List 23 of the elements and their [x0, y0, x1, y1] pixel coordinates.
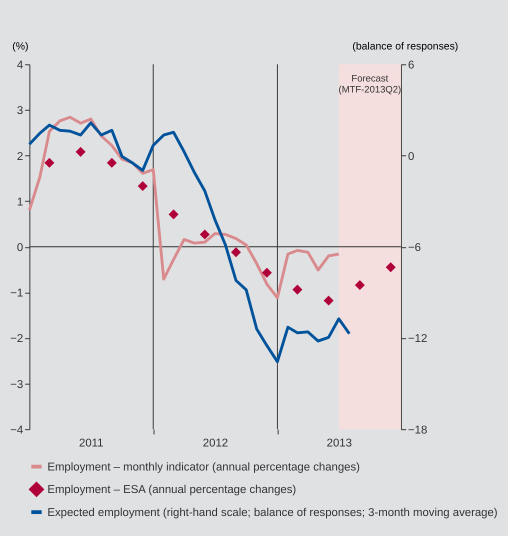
- y-tick-label: −1: [10, 288, 24, 300]
- y2-tick-label: 6: [408, 60, 414, 72]
- y-axis-title: (%): [12, 42, 28, 53]
- y2-axis-title: (balance of responses): [352, 42, 458, 53]
- y-tick-label: 3: [16, 105, 24, 118]
- y-tick-label: −4: [10, 424, 24, 436]
- y2-tick-label: 0: [408, 150, 414, 163]
- legend-label: Employment – monthly indicator (annual percentage changes): [47, 461, 360, 474]
- y-tick-label: −2: [10, 333, 24, 346]
- x-tick-label: 2011: [79, 438, 104, 450]
- x-tick-label: 2013: [326, 438, 352, 450]
- band-label: Forecast (MTF-2013Q2): [338, 73, 402, 96]
- y-tick-label: 0: [16, 242, 24, 254]
- y2-tick-label: −6: [408, 242, 421, 254]
- y2-tick-label: −18: [408, 424, 428, 436]
- x-tick-label: 2012: [202, 438, 228, 450]
- y-tick-label: 1: [16, 196, 24, 208]
- y-tick-label: 2: [16, 150, 24, 163]
- legend-label: Expected employment (right-hand scale; balance of responses; 3-month moving average): [47, 506, 498, 519]
- y2-tick-label: −12: [408, 333, 428, 346]
- y-tick-label: −3: [10, 378, 24, 391]
- legend-label: Employment – ESA (annual percentage changes): [47, 484, 296, 496]
- y-tick-label: 4: [16, 60, 24, 72]
